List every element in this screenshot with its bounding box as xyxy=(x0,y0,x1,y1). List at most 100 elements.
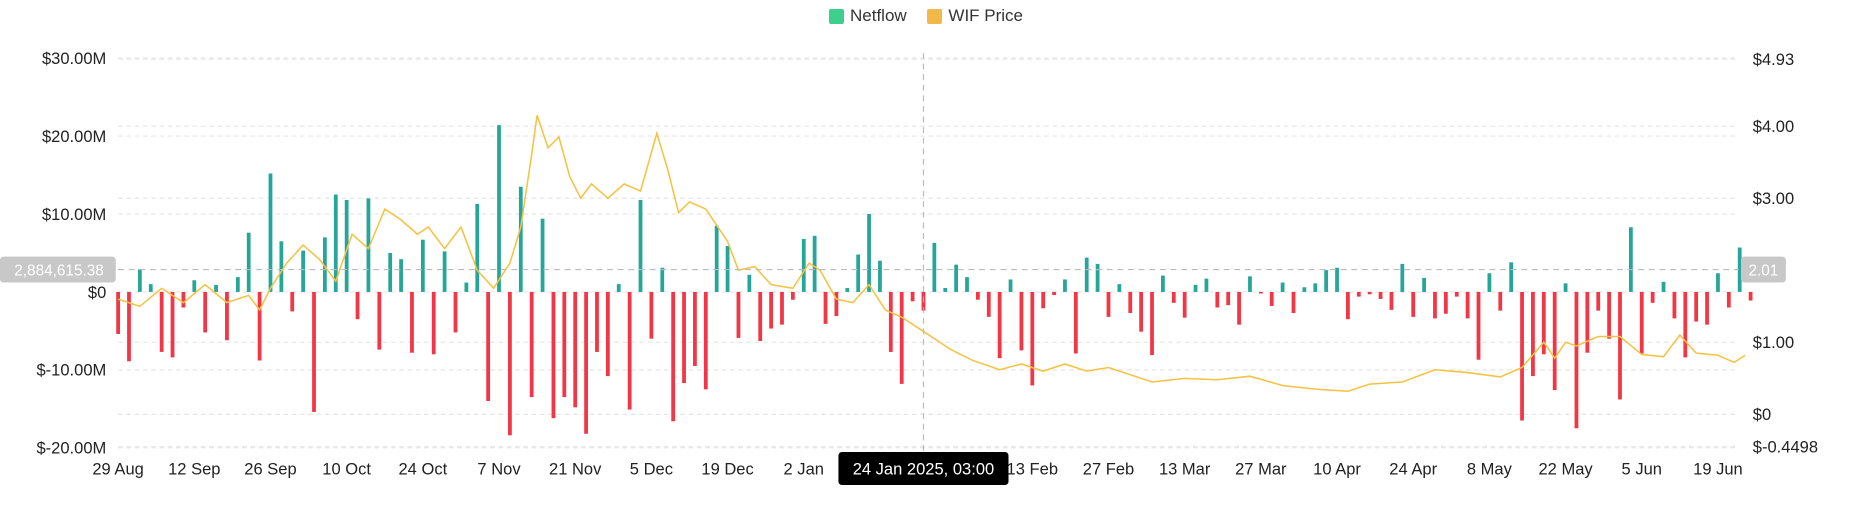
netflow-bar xyxy=(170,291,175,358)
netflow-bar xyxy=(1335,267,1339,292)
netflow-bar xyxy=(954,264,959,292)
left-tick-label: $30.00M xyxy=(42,50,106,68)
netflow-bar xyxy=(225,291,229,341)
netflow-bar xyxy=(127,291,131,362)
netflow-bar xyxy=(758,291,763,342)
netflow-bar xyxy=(725,245,730,292)
price-line xyxy=(117,115,1746,393)
netflow-bar xyxy=(1139,291,1144,332)
netflow-bar xyxy=(812,235,817,292)
netflow-bar xyxy=(780,291,784,325)
netflow-bar xyxy=(769,291,773,329)
netflow-bar xyxy=(1182,291,1187,318)
netflow-bar xyxy=(442,251,447,292)
crosshair-price-label: 2.01 xyxy=(1748,262,1778,279)
axes: $30.00M $20.00M $10.00M $0 $-10.00M $-20.00M $… xyxy=(36,50,1818,478)
netflow-bar xyxy=(148,284,153,292)
left-tick-label: $20.00M xyxy=(42,128,106,146)
netflow-bar xyxy=(453,291,458,333)
netflow-bar xyxy=(508,291,512,436)
netflow-bar xyxy=(268,173,273,292)
netflow-bar xyxy=(1052,291,1056,296)
netflow-bar xyxy=(1694,291,1699,322)
netflow-bar xyxy=(899,291,904,384)
netflow-bar xyxy=(986,291,991,317)
x-tick-label: 19 Dec xyxy=(701,460,753,478)
netflow-bar xyxy=(1226,291,1231,306)
netflow-bar xyxy=(965,277,969,292)
netflow-bar xyxy=(1171,291,1176,303)
netflow-bar xyxy=(1411,291,1416,317)
netflow-bar xyxy=(1367,291,1372,295)
netflow-bar xyxy=(932,242,937,292)
legend-price[interactable]: WIF Price xyxy=(927,6,1023,26)
netflow-bar xyxy=(1008,279,1013,292)
legend-netflow[interactable]: Netflow xyxy=(828,6,907,26)
netflow-bar xyxy=(377,291,382,350)
netflow-bar xyxy=(235,277,240,292)
netflow-bar xyxy=(1106,291,1111,317)
netflow-bar xyxy=(801,238,806,292)
netflow-bar xyxy=(1193,284,1198,292)
left-tick-label: $-20.00M xyxy=(36,440,106,458)
netflow-bar xyxy=(333,194,338,292)
x-tick-label: 24 Oct xyxy=(398,460,447,478)
netflow-bar xyxy=(410,291,414,353)
netflow-bar xyxy=(910,291,915,302)
netflow-bar xyxy=(1280,282,1285,292)
netflow-bar xyxy=(1084,257,1089,292)
legend-netflow-label: Netflow xyxy=(849,6,907,25)
netflow-bar xyxy=(1150,291,1154,356)
gridlines xyxy=(118,57,1739,449)
netflow-bar xyxy=(312,291,316,412)
netflow-swatch xyxy=(828,8,844,24)
netflow-bar xyxy=(1389,291,1394,310)
netflow-bar xyxy=(1650,291,1655,303)
x-tick-label: 10 Apr xyxy=(1313,460,1361,478)
netflow-bar xyxy=(1400,263,1405,292)
netflow-bar xyxy=(1422,277,1426,292)
netflow-bar xyxy=(246,232,251,292)
netflow-bar xyxy=(1726,291,1731,308)
netflow-bar xyxy=(1443,291,1448,314)
netflow-bar xyxy=(1607,291,1612,339)
x-tick-label: 22 May xyxy=(1538,460,1593,478)
netflow-bar xyxy=(137,269,142,292)
netflow-bar xyxy=(845,288,850,292)
netflow-bar xyxy=(1574,291,1579,429)
netflow-bar xyxy=(290,291,295,312)
crosshair: 2,884,615.38 2.01 24 Jan 2025, 03:00 xyxy=(0,52,1786,485)
netflow-bar xyxy=(1487,273,1492,292)
netflow-bar xyxy=(867,214,871,292)
netflow-bar xyxy=(1019,291,1024,351)
netflow-bar xyxy=(638,199,643,292)
netflow-bar xyxy=(682,291,686,384)
x-tick-label: 27 Mar xyxy=(1235,460,1287,478)
x-tick-label: 19 Jun xyxy=(1693,460,1743,478)
netflow-bar xyxy=(888,291,893,352)
netflow-bar xyxy=(529,291,534,398)
crosshair-netflow-label: 2,884,615.38 xyxy=(14,262,104,279)
netflow-bar xyxy=(997,291,1002,359)
netflow-bar xyxy=(540,218,545,292)
netflow-bar xyxy=(1498,291,1503,311)
x-tick-label: 13 Mar xyxy=(1159,460,1211,478)
netflow-bar xyxy=(693,291,697,366)
x-tick-label: 13 Feb xyxy=(1007,460,1058,478)
netflow-bar xyxy=(203,291,208,333)
netflow-bar xyxy=(943,288,948,292)
netflow-bar xyxy=(1248,276,1252,292)
netflow-bar xyxy=(192,280,197,292)
netflow-bar xyxy=(159,291,164,352)
netflow-bar xyxy=(323,237,327,292)
netflow-bar xyxy=(671,291,676,422)
netflow-bar xyxy=(1476,291,1481,360)
netflow-bar xyxy=(649,291,654,339)
netflow-bar xyxy=(399,259,403,292)
netflow-bar xyxy=(1237,291,1241,325)
netflow-bar xyxy=(1520,291,1524,421)
left-tick-label: $0 xyxy=(88,284,106,302)
netflow-bar xyxy=(1041,291,1046,309)
netflow-bar xyxy=(1639,291,1644,354)
